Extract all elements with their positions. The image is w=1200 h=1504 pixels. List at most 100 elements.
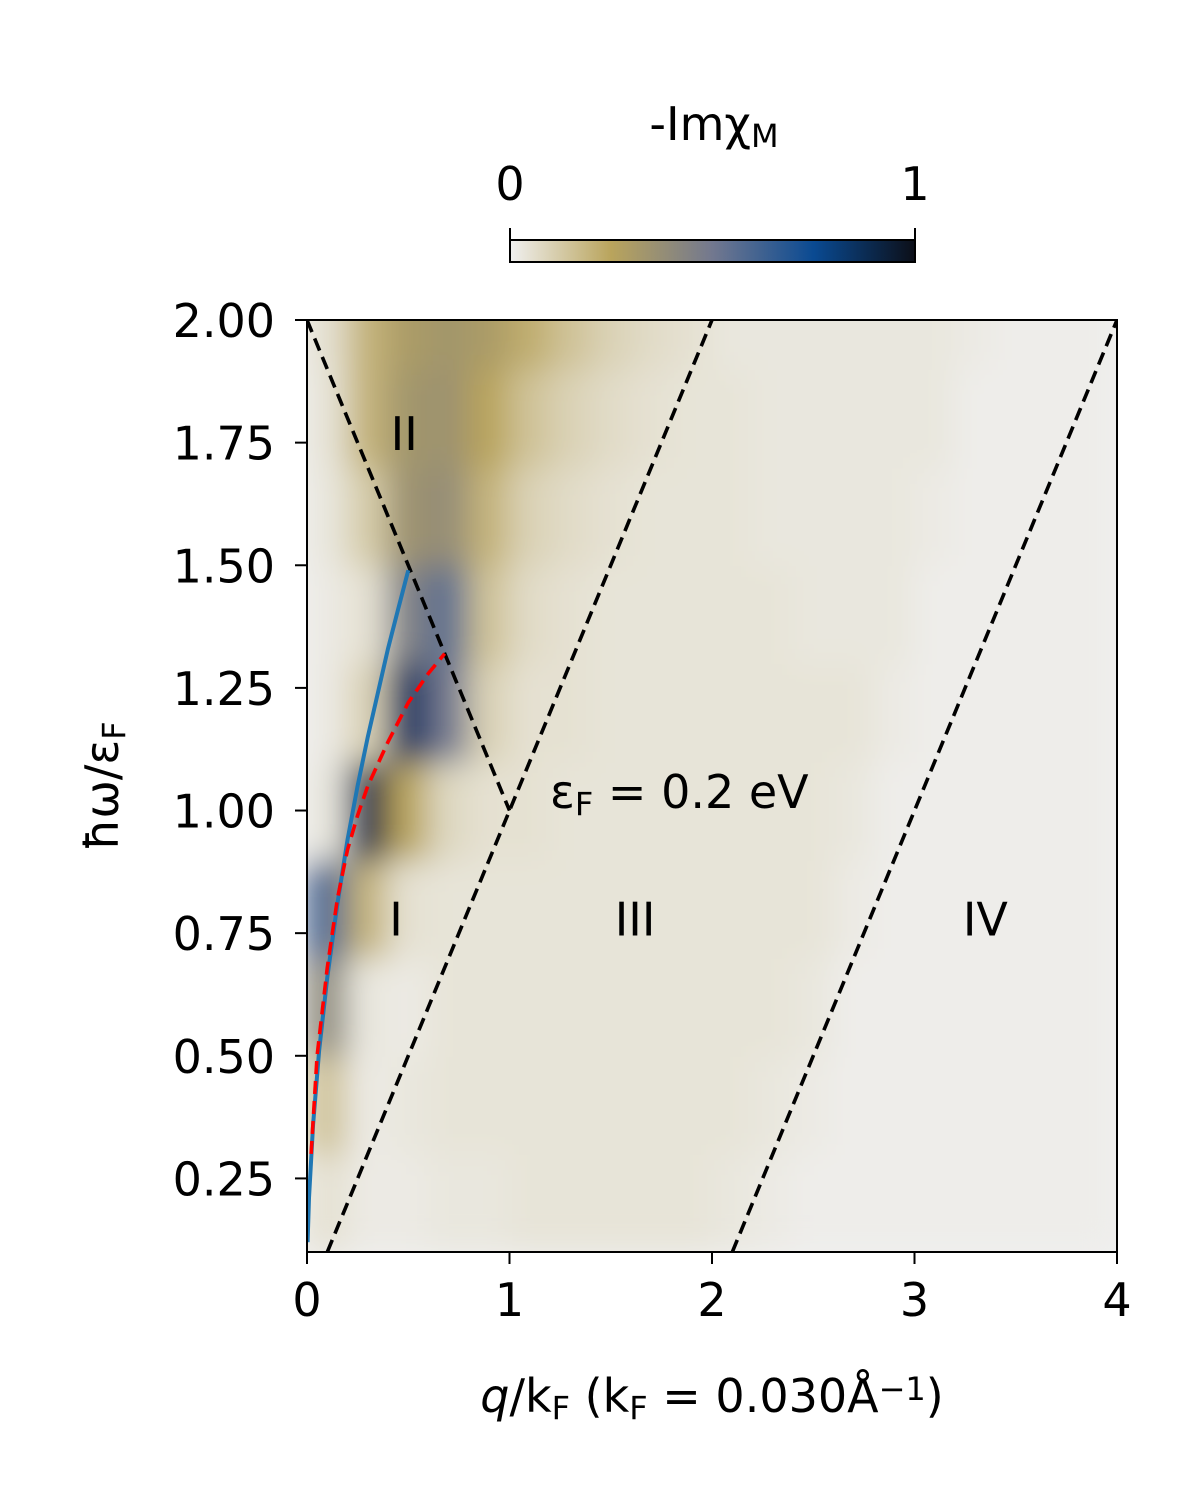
heatmap-cell [873,662,916,763]
heatmap-cell [307,760,349,861]
x-tick-label: 4 [1102,1273,1131,1327]
heatmap-cell [346,858,389,959]
heatmap-cell [549,564,592,665]
lines [307,320,1117,1252]
x-axis-label-part: ) [926,1369,944,1423]
heatmap-cell [1035,320,1078,371]
heatmap-cell [549,466,592,567]
heatmap-cell [1075,320,1117,371]
annotation-part: II [391,407,418,461]
heatmap-cell [1035,1152,1078,1252]
heatmap-cell [508,1054,551,1155]
heatmap-cell [994,564,1037,665]
heatmap-cell [711,320,754,371]
heatmap-cell [589,466,632,567]
heatmap-cell [994,956,1037,1057]
heatmap-cell [307,1152,349,1252]
heatmap-cell [1035,1054,1078,1155]
heatmap-cell [549,662,592,763]
heatmap-cell [508,466,551,567]
y-tick-label: 1.75 [173,417,275,471]
heatmap-cell [387,760,430,861]
heatmap-cell [468,564,511,665]
y-axis-label-part: F [95,721,133,739]
heatmap-cell [670,858,713,959]
heatmap-cell [630,858,673,959]
heatmap-cell [1035,760,1078,861]
x-tick-label: 2 [697,1273,726,1327]
line [730,320,1117,1252]
heatmap-clip [307,320,1117,1252]
annotation: εF = 0.2 eV [550,765,809,823]
heatmap-cell [427,858,470,959]
heatmap-cell [387,662,430,763]
heatmap-cell [387,1054,430,1155]
heatmap-cell [508,368,551,469]
annotation-part: III [615,892,656,946]
heatmap-cell [792,1054,835,1155]
heatmap-cell [994,368,1037,469]
heatmap-cell [427,1152,470,1252]
heatmap-cell [630,956,673,1057]
heatmap-cell [832,858,875,959]
heatmap-cell [427,466,470,567]
heatmap-cell [346,956,389,1057]
heatmap-cell [549,760,592,861]
heatmap-cell [994,466,1037,567]
heatmap-cell [549,1054,592,1155]
heatmap-cell [792,956,835,1057]
heatmap-cell [670,662,713,763]
x-axis-label-part: = 0.030Å [648,1369,879,1423]
y-tick-label: 1.00 [173,785,275,839]
y-tick-label: 1.50 [173,539,275,593]
heatmap-cell [549,858,592,959]
y-tick-label: 0.50 [173,1030,275,1084]
heatmap-cell [346,368,389,469]
heatmap-cell [670,1152,713,1252]
heatmap-cell [1075,760,1117,861]
heatmap-cell [832,1152,875,1252]
heatmap-cell [832,662,875,763]
heatmap-cell [954,760,997,861]
heatmap-cell [994,1152,1037,1252]
y-tick-label: 2.00 [173,294,275,348]
colorbar-label-part: -Imχ [649,97,751,151]
heatmap-cell [954,1054,997,1155]
heatmap-cell [346,320,389,371]
heatmap-cell [427,368,470,469]
heatmap-cell [589,564,632,665]
heatmap-cell [1035,662,1078,763]
heatmap-cell [913,1054,956,1155]
heatmap-cell [832,1054,875,1155]
heatmap-cell [832,466,875,567]
heatmap-cell [751,858,794,959]
heatmap-cell [711,368,754,469]
heatmap-cell [1075,466,1117,567]
heatmap-cell [549,1152,592,1252]
heatmap-cell [468,956,511,1057]
heatmap-cell [751,564,794,665]
heatmap [307,320,1117,1252]
heatmap-cell [387,466,430,567]
heatmap-cell [832,760,875,861]
heatmap-cell [994,320,1037,371]
heatmap-cell [792,1152,835,1252]
heatmap-cell [954,564,997,665]
heatmap-cell [873,1054,916,1155]
annotation-part: I [389,892,403,946]
heatmap-cell [832,956,875,1057]
x-tick-label: 0 [292,1273,321,1327]
heatmap-cell [589,320,632,371]
heatmap-cell [954,368,997,469]
heatmap-cell [508,858,551,959]
annotation: II [391,407,418,461]
heatmap-cell [711,1152,754,1252]
heatmap-cell [670,368,713,469]
heatmap-cell [630,466,673,567]
heatmap-cell [670,564,713,665]
heatmap-cell [1075,662,1117,763]
heatmap-cell [670,956,713,1057]
heatmap-cell [873,858,916,959]
heatmap-cell [670,1054,713,1155]
heatmap-cell [387,1152,430,1252]
